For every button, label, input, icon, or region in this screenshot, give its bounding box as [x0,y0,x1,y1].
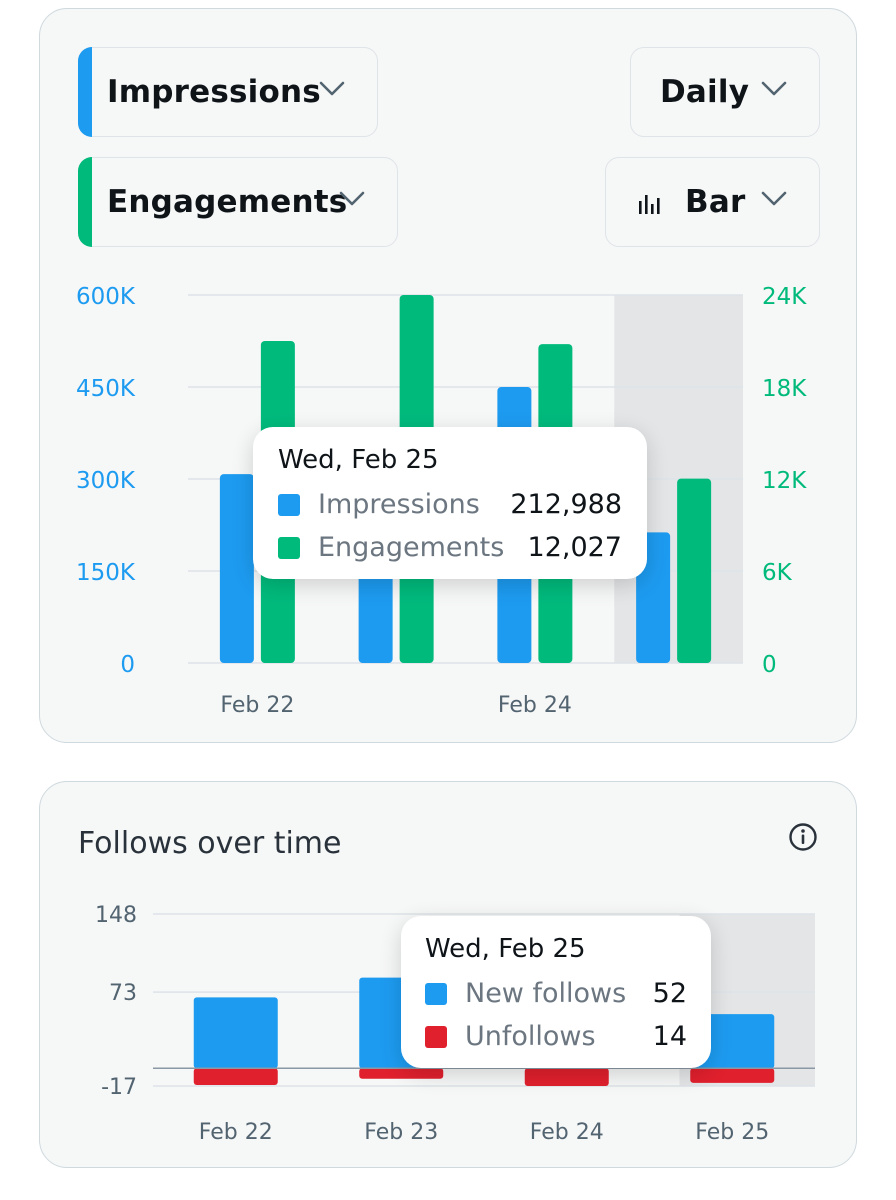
x-axis-tick-label: Feb 25 [695,1120,769,1145]
impressions-engagements-bar-chart[interactable]: 600K 450K 300K 150K 0 24K 18K 12K 6K 0 Feb 22 Feb 2… [40,9,858,744]
tooltip-row-new-follows: New follows [425,978,626,1009]
left-axis-tick-label: 300K [76,468,136,494]
unfollows-bar [359,1068,444,1079]
impressions-swatch [278,493,300,516]
x-axis-tick-label: Feb 22 [199,1120,273,1145]
unfollows-bar [524,1068,609,1086]
tooltip-row-impressions: Impressions [278,489,480,520]
chart-type-selector[interactable]: Bar [605,157,820,247]
y-axis-tick-label: 148 [95,903,137,928]
tooltip-series-value: 212,988 [510,489,622,520]
y-axis-tick-label: -17 [101,1075,137,1100]
tooltip-series-name: Impressions [318,489,480,520]
tooltip-series-name: Engagements [318,532,505,563]
granularity-selector[interactable]: Daily [630,47,820,137]
left-axis-tick-label: 450K [76,376,136,402]
right-axis-tick-label: 12K [762,468,807,494]
unfollows-swatch [425,1025,447,1048]
left-axis-tick-label: 0 [120,652,135,678]
engagement-chart-card: Impressions Daily Engagements Bar 600K 45… [39,8,857,743]
left-axis-tick-label: 600K [76,284,136,310]
tooltip-series-value: 12,027 [527,532,622,563]
right-axis-tick-label: 18K [762,376,807,402]
follows-chart-card: Follows over time 148 73 -17 Feb 22 Feb 23 Fe… [39,781,857,1168]
x-axis-tick-label: Feb 24 [530,1120,604,1145]
tooltip-series-name: New follows [465,978,627,1009]
follows-title: Follows over time [78,826,342,861]
right-axis-tick-label: 0 [762,652,777,678]
chevron-down-icon [319,81,345,96]
x-axis-tick-label: Feb 23 [364,1120,438,1145]
granularity-label: Daily [660,74,750,110]
metric-1-selector[interactable]: Impressions [78,47,378,137]
bar-chart-icon [639,195,660,214]
x-axis-tick-label: Feb 22 [220,693,294,718]
chevron-down-icon [339,191,365,206]
metric-2-label: Engagements [107,184,348,220]
tooltip-series-value: 52 [652,978,687,1009]
right-axis-tick-label: 24K [762,284,807,310]
new-follows-bar [193,997,278,1069]
right-axis-tick-label: 6K [762,560,793,586]
new-follows-bar [690,1014,775,1069]
left-axis-tick-label: 150K [76,560,136,586]
unfollows-bar [690,1068,775,1083]
y-axis-tick-label: 73 [109,981,137,1006]
chart-tooltip: Wed, Feb 25 Impressions 212,988 Engageme… [253,427,647,579]
x-axis-tick-label: Feb 24 [498,693,572,718]
metric-1-label: Impressions [107,74,321,110]
unfollows-bar [193,1068,278,1085]
tooltip-title: Wed, Feb 25 [425,934,586,964]
metric-1-accent [78,47,92,137]
follows-tooltip: Wed, Feb 25 New follows 52 Unfollows 14 [401,916,711,1068]
chevron-down-icon [761,191,787,206]
engagements-bar [677,478,712,663]
tooltip-row-unfollows: Unfollows [425,1021,596,1052]
tooltip-title: Wed, Feb 25 [278,445,439,475]
metric-2-accent [78,157,92,247]
info-icon[interactable] [788,822,818,852]
impressions-bar [358,564,393,663]
tooltip-series-value: 14 [652,1021,687,1052]
new-follows-swatch [425,982,447,1005]
metric-2-selector[interactable]: Engagements [78,157,398,247]
chevron-down-icon [761,81,787,96]
tooltip-row-engagements: Engagements [278,532,504,563]
chart-type-label: Bar [685,184,746,220]
engagements-swatch [278,536,300,559]
impressions-bar [219,474,254,663]
tooltip-series-name: Unfollows [465,1021,596,1052]
